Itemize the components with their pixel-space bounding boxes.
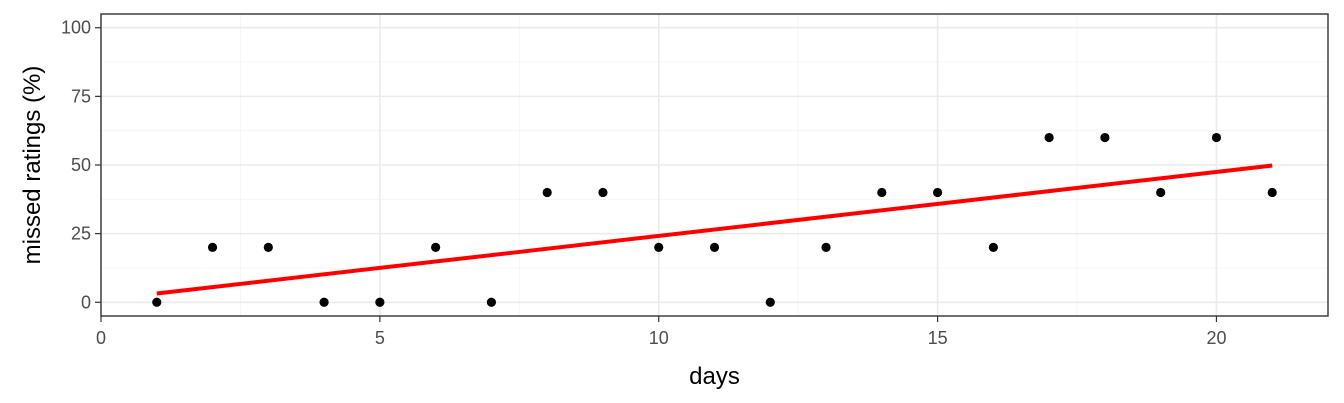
y-tick-label: 50	[71, 155, 91, 175]
x-tick-label: 15	[928, 328, 948, 348]
data-point	[709, 242, 720, 252]
data-point	[1100, 132, 1110, 143]
x-tick-label: 20	[1206, 328, 1226, 348]
data-point	[1211, 132, 1222, 143]
y-tick-label: 0	[81, 292, 91, 312]
data-point	[486, 297, 497, 307]
data-point	[1156, 187, 1166, 198]
data-point	[877, 187, 887, 198]
data-points	[152, 132, 1277, 307]
data-point	[654, 242, 664, 252]
trend-line	[156, 163, 1273, 296]
data-point	[765, 297, 775, 307]
x-axis-ticks: 0 5 10 15 20	[96, 316, 1226, 348]
data-point	[319, 297, 329, 307]
x-tick-label: 10	[649, 328, 669, 348]
data-point	[207, 242, 218, 252]
data-point	[1267, 187, 1277, 198]
data-point	[152, 297, 162, 307]
data-point	[1044, 132, 1054, 143]
x-axis-title: days	[689, 363, 740, 390]
data-point	[932, 187, 943, 198]
x-tick-label: 0	[96, 328, 106, 348]
data-point	[375, 297, 385, 307]
y-axis-title: missed ratings (%)	[19, 66, 46, 265]
x-tick-label: 5	[375, 328, 385, 348]
data-point	[821, 242, 831, 252]
data-point	[263, 242, 273, 252]
data-point	[542, 187, 552, 198]
data-point	[988, 242, 998, 252]
data-point	[431, 242, 441, 252]
grid-lines	[100, 14, 1328, 316]
y-axis-ticks: 0 25 50 75 100	[61, 18, 101, 312]
y-tick-label: 25	[71, 224, 91, 244]
trend-line-group	[156, 163, 1273, 296]
y-tick-label: 100	[61, 18, 91, 38]
data-point	[598, 187, 608, 198]
y-tick-label: 75	[71, 86, 91, 106]
